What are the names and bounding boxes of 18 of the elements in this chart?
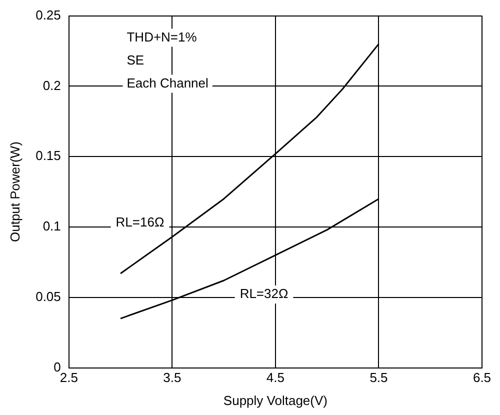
series-label: RL=16Ω: [116, 214, 164, 230]
x-tick-label: 3.5: [163, 370, 182, 386]
annotation: Each Channel: [126, 75, 209, 90]
series-label: RL=32Ω: [240, 286, 288, 302]
y-tick-label: 0.05: [36, 288, 61, 304]
x-tick-label: 4.5: [266, 370, 284, 386]
y-tick-label: 0.1: [42, 218, 61, 234]
y-tick-label: 0.2: [42, 78, 61, 93]
x-axis-title: Supply Voltage(V): [223, 392, 328, 408]
annotation: THD+N=1%: [126, 29, 198, 44]
x-tick-label: 5.5: [370, 370, 388, 386]
annotation: SE: [126, 52, 144, 68]
x-tick-label: 6.5: [472, 370, 492, 386]
y-tick-label: 0: [54, 359, 61, 374]
y-axis-title: Output Power(W): [7, 142, 22, 242]
y-tick-label: 0.15: [36, 148, 61, 164]
x-tick-label: 2.5: [60, 370, 78, 386]
y-tick-label: 0.25: [36, 7, 61, 22]
